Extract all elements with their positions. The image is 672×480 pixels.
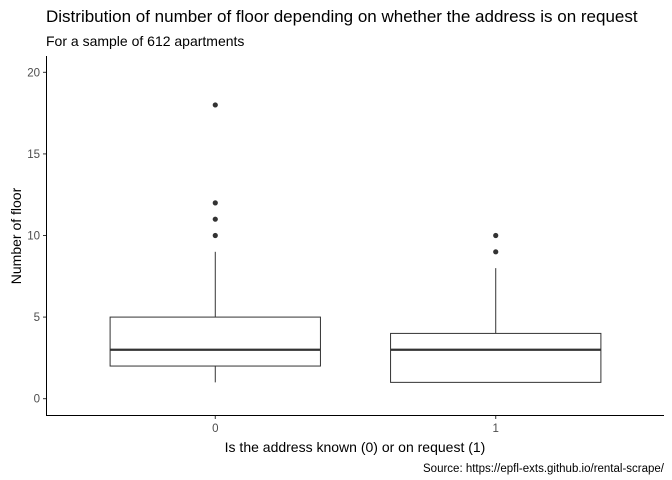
- y-tick-label: 10: [27, 231, 40, 243]
- plot-area: [109, 102, 602, 383]
- x-tick-label: 1: [493, 423, 499, 435]
- outlier-point: [493, 249, 499, 255]
- y-axis-ticks: 0 5 10 15 20: [27, 67, 46, 406]
- x-axis-title: Is the address known (0) or on request (…: [225, 439, 486, 455]
- chart-subtitle: For a sample of 612 apartments: [46, 33, 244, 49]
- chart-caption: Source: https://epfl-exts.github.io/rent…: [423, 463, 665, 475]
- box-group-0: [109, 102, 321, 383]
- box-iqr: [109, 316, 321, 367]
- outlier-point: [212, 232, 218, 239]
- y-tick-label: 5: [34, 312, 40, 324]
- y-axis-title: Number of floor: [8, 187, 24, 284]
- y-tick-label: 15: [27, 149, 40, 161]
- outlier-point: [493, 232, 499, 239]
- box-group-1: [390, 232, 602, 383]
- x-tick-label: 0: [212, 423, 218, 435]
- y-tick-label: 0: [34, 394, 40, 406]
- outlier-point: [212, 216, 218, 222]
- outlier-point: [212, 200, 218, 206]
- outlier-point: [212, 102, 218, 108]
- chart-title: Distribution of number of floor dependin…: [46, 7, 638, 26]
- box-iqr: [390, 332, 602, 383]
- y-tick-label: 20: [27, 67, 40, 79]
